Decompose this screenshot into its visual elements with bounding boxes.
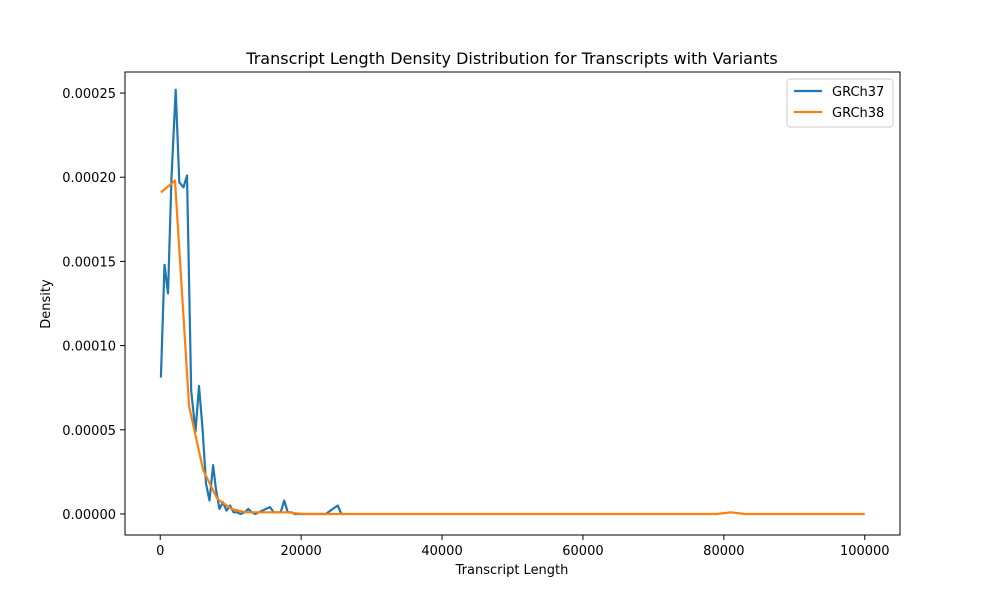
x-tick-label: 100000 (840, 544, 890, 559)
legend: GRCh37 GRCh38 (786, 78, 894, 128)
x-tick-label: 20000 (280, 544, 321, 559)
y-tick-label: 0.00025 (62, 87, 116, 102)
x-tick-label: 0 (156, 544, 164, 559)
plot-frame (124, 71, 901, 536)
chart-title: Transcript Length Density Distribution f… (245, 49, 777, 68)
legend-label-grch37: GRCh37 (832, 85, 884, 100)
y-tick-label: 0.00020 (62, 171, 116, 186)
plot-lines (159, 88, 865, 516)
x-axis: 0 20000 40000 60000 80000 100000 (156, 535, 890, 559)
y-tick-label: 0.00000 (62, 508, 116, 523)
series-line-grch37 (159, 88, 345, 516)
legend-label-grch38: GRCh38 (832, 106, 884, 121)
x-axis-label: Transcript Length (455, 563, 569, 578)
y-tick-label: 0.00010 (62, 340, 116, 355)
y-tick-label: 0.00015 (62, 255, 116, 270)
x-tick-label: 60000 (562, 544, 603, 559)
x-tick-label: 80000 (703, 544, 744, 559)
series-line-grch38 (160, 179, 865, 516)
y-axis: 0.00000 0.00005 0.00010 0.00015 0.00020 0.000… (62, 87, 125, 523)
x-tick-label: 40000 (421, 544, 462, 559)
y-tick-label: 0.00005 (62, 424, 116, 439)
y-axis-label: Density (39, 279, 54, 329)
